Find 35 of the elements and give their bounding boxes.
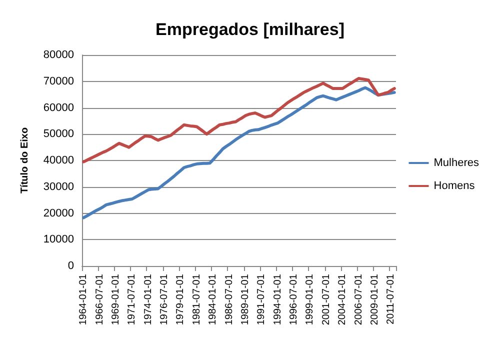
x-tick-label: 1984-01-01: [208, 274, 219, 326]
x-tick-label: 2011-07-01: [386, 274, 397, 324]
legend-label: Homens: [434, 180, 476, 192]
x-tick-label: 1991-07-01: [256, 274, 268, 326]
y-tick-label: 20000: [43, 207, 74, 220]
y-tick-label: 10000: [43, 234, 74, 246]
line-series: [82, 76, 396, 164]
x-tick-label: 1999-01-01: [304, 274, 316, 326]
x-tick-label: 1971-07-01: [126, 274, 138, 326]
y-tick-label: 30000: [43, 180, 74, 193]
x-tick-label: 1966-07-01: [94, 274, 106, 326]
y-tick-label: 60000: [43, 102, 74, 114]
x-tick-label: 1976-07-01: [159, 274, 170, 326]
y-tick-label: 50000: [43, 128, 74, 140]
x-tick-label: 1969-01-01: [110, 274, 122, 326]
x-tick-label: 1996-07-01: [288, 274, 300, 326]
x-tick-label: 2006-07-01: [353, 274, 364, 326]
x-tick-label: 1986-07-01: [224, 274, 235, 326]
y-tick-label: 40000: [43, 154, 74, 166]
x-tick-label: 1989-01-01: [240, 274, 251, 326]
y-tick-label: 80000: [43, 49, 74, 61]
x-tick-label: 1974-01-01: [142, 274, 154, 326]
legend-label: Mulheres: [434, 157, 480, 169]
chart-title: Empregados [milhares]: [156, 20, 344, 39]
line-series: [82, 86, 396, 220]
x-tick-label: 2001-07-01: [320, 274, 332, 326]
x-tick-label: 2009-01-01: [369, 274, 380, 326]
y-axis-title: Título do Eixo: [20, 127, 30, 194]
x-tick-label: 1979-01-01: [175, 274, 186, 326]
y-tick-label: 70000: [43, 75, 74, 88]
y-tick-label: 0: [68, 260, 74, 272]
x-tick-label: 1981-07-01: [191, 274, 202, 326]
x-tick-label: 1994-01-01: [272, 274, 284, 326]
x-tick-label: 2004-01-01: [337, 274, 348, 326]
x-tick-label: 1964-01-01: [78, 274, 90, 326]
